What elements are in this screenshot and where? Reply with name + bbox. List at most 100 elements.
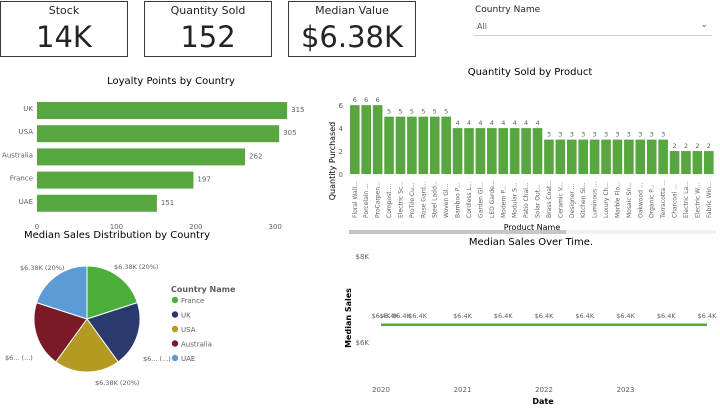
median-value-card[interactable]: Median Value $6.38K [288,1,416,57]
quantity-sold-card[interactable]: Quantity Sold 152 [144,1,272,57]
product-x-label: Brass Coat... [546,180,553,218]
loyalty-bar [37,194,157,212]
product-chart-scrollbar[interactable] [349,230,716,234]
product-data-label: 2 [684,142,688,150]
product-bar [646,139,657,174]
pie-slice [86,301,141,363]
product-bar [361,105,372,174]
product-x-label: ProTile Cu... [409,182,416,218]
pie-legend-marker [171,296,179,304]
product-bar [578,139,588,174]
loyalty-bar [37,125,280,143]
product-bar [555,139,566,174]
product-x-label: ProCarpen... [375,181,382,218]
product-bar [350,105,360,174]
product-bar [521,128,531,174]
median-value-card-value: $6.38K [300,20,404,54]
chevron-down-icon[interactable]: ⌄ [700,20,708,30]
product-bar [692,151,703,174]
pie-slice [55,318,119,373]
product-bar [624,139,634,174]
loyalty-x-tick: 200 [189,223,202,231]
line-x-tick: 2020 [372,386,390,394]
loyalty-category-label: Australia [2,151,33,159]
pie-legend-marker [171,311,179,318]
product-x-label: Luxury Ch... [603,182,610,218]
country-slicer-title: Country Name [475,5,541,15]
loyalty-data-label: 151 [161,199,174,207]
product-data-label: 5 [398,108,402,116]
line-data-label: $6.4K [494,312,513,320]
quantity-sold-card-title: Quantity Sold [170,4,246,17]
product-bar [475,128,486,174]
product-data-label: 3 [570,131,574,139]
pie-legend-label: USA [181,326,196,334]
product-bar [589,139,600,174]
product-bar [612,139,623,174]
pie-slice-label: $6.38K (20%) [95,379,139,387]
product-data-label: 3 [581,131,585,139]
product-bar [635,139,646,174]
product-bar [681,151,691,174]
quantity-sold-card-value: 152 [180,20,236,54]
product-x-label: Oakwood ... [637,182,644,218]
product-data-label: 3 [615,131,619,139]
product-data-label: 4 [467,119,471,127]
loyalty-data-label: 197 [197,176,210,184]
product-data-label: 4 [490,119,494,127]
product-y-tick: 2 [339,148,343,156]
pie-slice-label: $6... (...) [143,355,171,363]
country-slicer-value: All [477,22,487,31]
pie-legend-label: UAE [181,355,195,363]
product-bar [418,116,429,174]
loyalty-category-label: France [10,175,33,183]
pie-legend-label: UK [181,312,191,320]
product-data-label: 5 [387,108,391,116]
loyalty-category-label: USA [19,128,34,136]
product-x-label: Electric W... [694,183,701,218]
line-y-tick: $8K [356,253,370,261]
loyalty-bar [37,148,246,166]
loyalty-data-label: 315 [291,106,304,114]
country-slicer-dropdown[interactable]: All ⌄ [474,19,712,36]
scrollbar-thumb[interactable] [349,230,566,234]
product-chart-xlabel: Product Name [504,223,561,232]
product-data-label: 2 [707,142,711,150]
product-x-label: Garden Gl... [477,182,484,218]
product-chart-ylabel: Quantity Purchased [328,122,337,201]
product-data-label: 6 [353,96,357,104]
loyalty-data-label: 262 [249,152,262,160]
product-bar [544,139,554,174]
product-x-label: Terracotta ... [660,180,667,219]
stock-card[interactable]: Stock 14K [0,1,128,57]
pie-legend-label: France [181,297,204,305]
line-chart-title: Median Sales Over Time. [469,237,593,248]
product-data-label: 4 [501,119,505,127]
product-x-label: Porcelain ... [363,183,370,218]
line-data-label: $6.4K [535,312,554,320]
loyalty-bar [37,102,288,119]
loyalty-x-tick: 300 [269,223,282,231]
line-data-label: $6.4K [453,312,472,320]
product-bar [429,116,440,174]
product-bar [407,116,417,174]
product-bar [498,128,509,174]
product-bar [487,128,497,174]
product-x-label: Modular S... [512,182,519,218]
product-x-label: Rose Gard... [420,181,427,218]
product-x-label: Steel Ladd... [432,180,439,218]
pie-chart-title: Median Sales Distribution by Country [24,230,210,241]
product-x-label: Marble Flo... [614,181,621,218]
quantity-by-product-chart: Quantity Sold by Product Quantity Purcha… [328,67,714,232]
product-data-label: 4 [524,119,528,127]
pie-slice [33,301,88,363]
product-bar [566,139,577,174]
product-data-label: 5 [410,108,414,116]
line-x-tick: 2021 [454,386,472,394]
product-data-label: 3 [547,131,551,139]
loyalty-data-label: 305 [283,129,296,137]
line-data-label: $6.4K [372,312,391,320]
product-bar [372,105,383,174]
loyalty-x-tick: 0 [35,223,39,231]
line-chart-xlabel: Date [532,397,554,406]
